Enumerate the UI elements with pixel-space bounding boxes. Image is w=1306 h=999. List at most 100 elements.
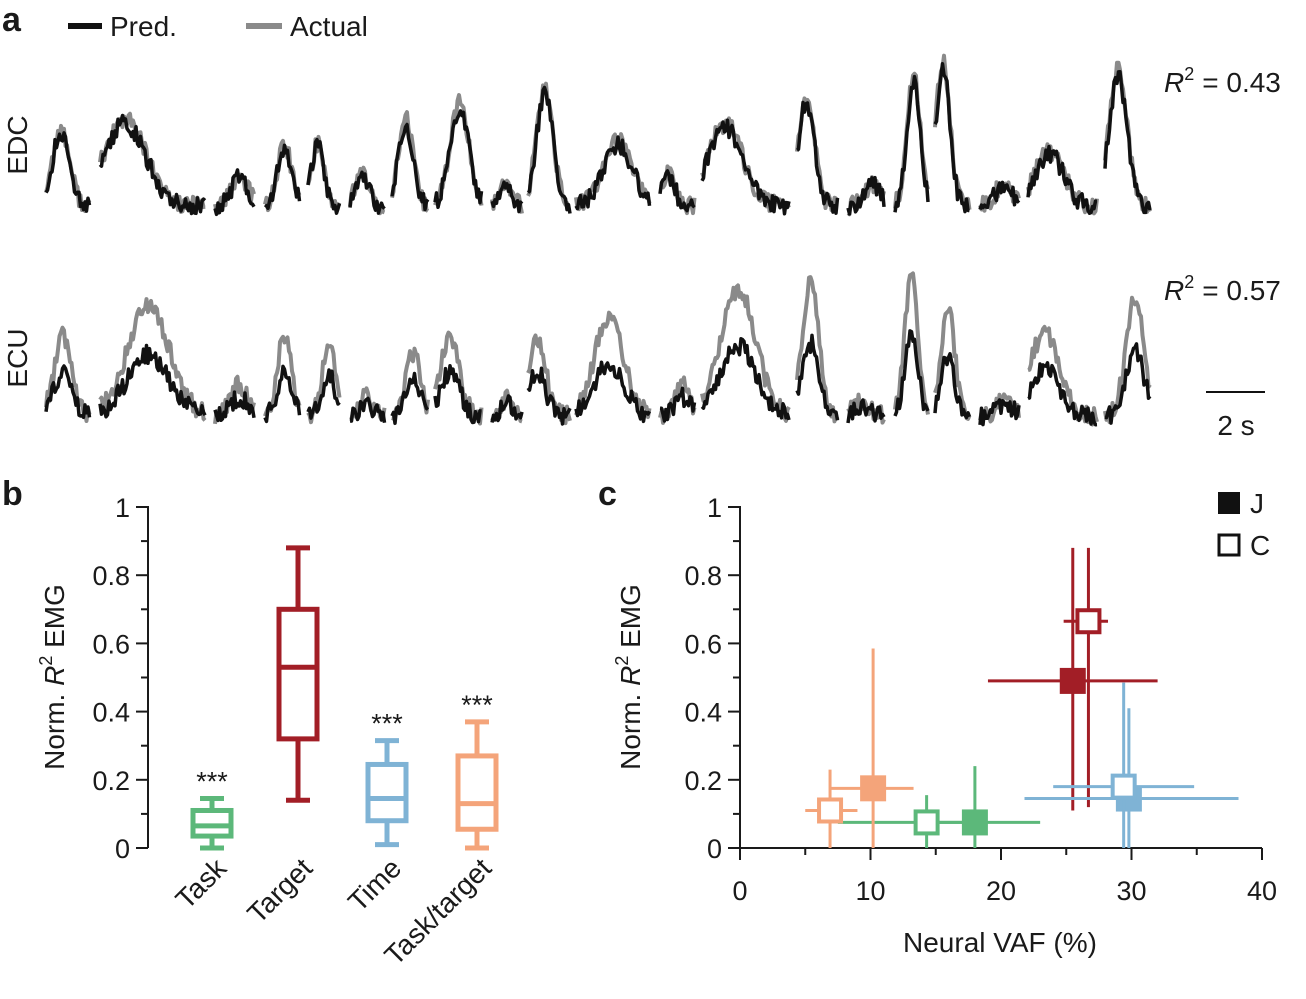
r2-edc-sup: 2 (1184, 64, 1194, 84)
trace-edc-pred-segment (846, 175, 886, 216)
b-ytick-label: 0.8 (92, 561, 130, 591)
trace-ecu-pred-segment (98, 343, 207, 419)
c-xtick-label: 30 (1116, 876, 1146, 906)
trace-edc-pred-segment (1026, 144, 1098, 215)
b-xtick-label: Time (342, 852, 407, 917)
trace-ecu-pred-segment (795, 333, 840, 421)
c-xtick-label: 10 (855, 876, 885, 906)
trace-ecu-pred-segment (213, 390, 256, 423)
c-ylabel-pre: Norm. (615, 686, 646, 770)
b-ylabel-post: EMG (39, 584, 70, 656)
trace-ecu-pred-segment (349, 396, 387, 424)
r2-edc-value: = 0.43 (1202, 67, 1281, 98)
trace-edc-pred-segment (213, 168, 256, 217)
panel-b: b 0 0.2 0.4 0.6 0.8 1 Norm. R2 EMG *** Task Tar… (2, 475, 499, 971)
trace-edc-pred-segment (433, 109, 484, 210)
trace-ecu-pred-segment (846, 398, 886, 424)
r2-ecu-value: = 0.57 (1202, 275, 1281, 306)
trace-edc-pred-segment (978, 180, 1021, 211)
c-ylabel-sup: 2 (612, 656, 632, 666)
trace-ecu-pred-segment (433, 363, 482, 425)
trace-ecu-pred-segment (306, 368, 341, 420)
c-xtick-label: 20 (986, 876, 1016, 906)
panel-letter-c: c (598, 475, 617, 513)
c-ytick-label: 1 (707, 493, 722, 523)
b-ylabel-pre: Norm. (39, 686, 70, 770)
legend-j-label: J (1250, 488, 1264, 519)
trace-ecu-actual-segment (98, 297, 207, 422)
c-y-axis-label: Norm. R2 EMG (612, 584, 646, 770)
c-ytick-label: 0.6 (684, 629, 722, 659)
legend-j-marker (1218, 492, 1240, 514)
trace-edc-pred-segment (574, 135, 652, 211)
b-y-axis-label: Norm. R2 EMG (36, 584, 70, 770)
trace-ecu-actual-segment (700, 283, 791, 423)
point-task-c-marker (913, 809, 940, 836)
trace-ecu-actual-segment (846, 392, 886, 425)
c-x-ticks: 0 10 20 30 40 (732, 848, 1277, 906)
b-ylabel-r: R (39, 666, 70, 686)
c-ylabel-r: R (615, 666, 646, 686)
legend-pred-label: Pred. (110, 11, 177, 42)
b-ytick-label: 1 (115, 493, 130, 523)
trace-ecu-pred-segment (1104, 342, 1152, 425)
point-task-target-j-marker (860, 775, 887, 802)
r2-edc: R2 = 0.43 (1164, 64, 1281, 98)
trace-edc: EDC R2 = 0.43 (2, 53, 1281, 217)
panel-letter-b: b (2, 475, 23, 513)
c-xtick-label: 0 (732, 876, 747, 906)
c-ylabel-post: EMG (615, 584, 646, 656)
c-ytick-label: 0.4 (684, 698, 722, 728)
trace-edc-pred-segment (796, 100, 840, 215)
edc-lines (44, 53, 1152, 217)
trace-ecu-pred-segment (659, 386, 697, 423)
trace-ecu-actual-segment (1103, 295, 1152, 424)
trace-ecu-pred-segment (490, 394, 524, 423)
trace-edc-pred-segment (526, 85, 572, 214)
box-significance: *** (371, 709, 403, 739)
c-ytick-label: 0.8 (684, 561, 722, 591)
box-target (276, 606, 320, 742)
b-y-ticks: 0 0.2 0.4 0.6 0.8 1 (92, 493, 148, 864)
trace-edc-pred-segment (44, 131, 92, 213)
box-time (365, 761, 409, 824)
trace-edc-pred-segment (98, 113, 207, 216)
trace-ecu-actual-segment (44, 325, 92, 423)
trace-edc-pred-segment (658, 169, 696, 213)
trace-edc-pred-segment (490, 180, 524, 214)
b-ytick-label: 0.6 (92, 629, 130, 659)
trace-ecu-actual-segment (795, 275, 840, 424)
trace-ecu-pred-segment (978, 398, 1021, 427)
trace-ecu-pred-segment (893, 329, 930, 417)
c-x-axis-label: Neural VAF (%) (903, 927, 1097, 958)
panel-c: c 00.20.40.60.81 0 10 20 30 40 Norm. R2 EMG … (598, 475, 1277, 958)
trace-ecu-pred-segment (263, 364, 302, 424)
r2-ecu: R2 = 0.57 (1164, 272, 1281, 306)
trace-ecu: ECU R2 = 0.57 (2, 271, 1281, 427)
panel-a: a Pred. Actual EDC R2 = 0.43 ECU R2 = 0.57… (2, 1, 1281, 441)
legend-actual-label: Actual (290, 11, 368, 42)
point-target-c-marker (1075, 608, 1102, 635)
c-ytick-label: 0 (707, 834, 722, 864)
trace-edc-pred-segment (893, 74, 930, 213)
r2-ecu-sup: 2 (1184, 272, 1194, 292)
b-ylabel-sup: 2 (36, 656, 56, 666)
trace-edc-pred-segment (390, 122, 430, 212)
b-ytick-label: 0 (115, 834, 130, 864)
trace-ecu-pred-segment (390, 371, 430, 426)
trace-edc-pred-segment (306, 137, 342, 215)
trace-edc-pred-segment (1103, 70, 1152, 215)
trace-ecu-pred-segment (574, 360, 652, 424)
scale-bar-label: 2 s (1217, 410, 1254, 441)
b-ytick-label: 0.4 (92, 698, 130, 728)
b-xtick-label: Target (241, 852, 318, 929)
trace-edc-pred-segment (348, 170, 386, 215)
c-points (805, 547, 1239, 848)
c-xtick-label: 40 (1247, 876, 1277, 906)
panel-letter-a: a (2, 1, 22, 39)
trace-ecu-pred-segment (933, 352, 972, 420)
point-target-j-marker (1059, 667, 1086, 694)
trace-ecu-pred-segment (700, 337, 791, 421)
c-ytick-label: 0.2 (684, 766, 722, 796)
